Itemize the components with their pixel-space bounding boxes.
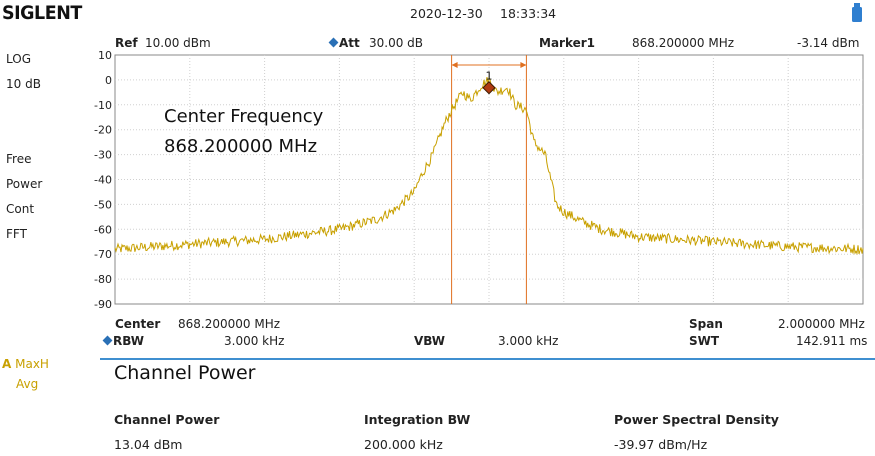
span-value[interactable]: 2.000000 MHz (778, 317, 865, 331)
y-tick-label: -90 (94, 298, 112, 311)
scale-type[interactable]: LOG (6, 52, 32, 66)
psd-value: -39.97 dBm/Hz (614, 437, 708, 452)
ref-label[interactable]: Ref (115, 36, 138, 50)
y-tick-label: -70 (94, 248, 112, 261)
center-freq-annotation-title: Center Frequency (164, 106, 324, 127)
att-value[interactable]: 30.00 dB (369, 36, 424, 50)
spectrum-trace (114, 76, 864, 256)
measurement-title: Channel Power (114, 362, 256, 384)
trace-detector[interactable]: Avg (16, 377, 39, 391)
att-label[interactable]: Att (328, 36, 360, 50)
y-axis-ticks: 10 0 -10 -20 -30 -40 -50 -60 -70 -80 -90 (94, 49, 112, 311)
channel-power-label: Channel Power (114, 412, 220, 427)
siglent-logo: SIGLENT (2, 2, 82, 24)
y-tick-label: -80 (94, 273, 112, 286)
y-tick-label: -60 (94, 223, 112, 236)
swt-value[interactable]: 142.911 ms (796, 334, 868, 348)
trigger-mode[interactable]: Power (6, 177, 43, 191)
y-tick-label: -50 (94, 198, 112, 211)
usb-drive-icon (852, 3, 862, 22)
y-tick-label: -20 (94, 124, 112, 137)
rbw-value[interactable]: 3.000 kHz (224, 334, 285, 348)
center-label[interactable]: Center (115, 317, 161, 331)
integration-bw-value: 200.000 kHz (364, 437, 443, 452)
center-value[interactable]: 868.200000 MHz (178, 317, 281, 331)
arrow-left-head (451, 62, 458, 68)
plot-grid (114, 54, 864, 305)
sweep-label[interactable]: Cont (6, 202, 35, 216)
y-tick-label: 10 (98, 49, 112, 62)
marker-level[interactable]: -3.14 dBm (797, 36, 860, 50)
marker-frequency[interactable]: 868.200000 MHz (632, 36, 735, 50)
y-tick-label: -30 (94, 149, 112, 162)
marker-number: 1 (486, 70, 493, 83)
ref-value[interactable]: 10.00 dBm (145, 36, 211, 50)
time-text: 18:33:34 (500, 6, 557, 21)
marker-1: 1 (482, 70, 496, 95)
att-diamond-icon (328, 37, 339, 48)
marker-label[interactable]: Marker1 (539, 36, 596, 50)
y-tick-label: -10 (94, 99, 112, 112)
scale-div[interactable]: 10 dB (6, 77, 41, 91)
channel-markers (451, 55, 527, 304)
measurement-separator (100, 358, 875, 360)
swt-label[interactable]: SWT (689, 334, 720, 348)
date-text: 2020-12-30 (410, 6, 483, 21)
integration-bw-label: Integration BW (364, 412, 471, 427)
trigger-label[interactable]: Free (6, 152, 32, 166)
center-freq-annotation-value: 868.200000 MHz (164, 136, 318, 157)
sweep-mode[interactable]: FFT (6, 227, 27, 241)
psd-label: Power Spectral Density (614, 412, 779, 427)
marker-diamond[interactable] (482, 81, 496, 95)
vbw-value[interactable]: 3.000 kHz (498, 334, 559, 348)
rbw-diamond-icon (102, 335, 113, 346)
y-tick-label: 0 (105, 74, 112, 87)
rbw-label[interactable]: RBW (102, 334, 144, 348)
span-label[interactable]: Span (689, 317, 723, 331)
vbw-label[interactable]: VBW (414, 334, 446, 348)
trace-indicator[interactable]: A MaxH (2, 357, 49, 371)
arrow-right-head (520, 62, 527, 68)
y-tick-label: -40 (94, 174, 112, 187)
channel-power-value: 13.04 dBm (114, 437, 183, 452)
